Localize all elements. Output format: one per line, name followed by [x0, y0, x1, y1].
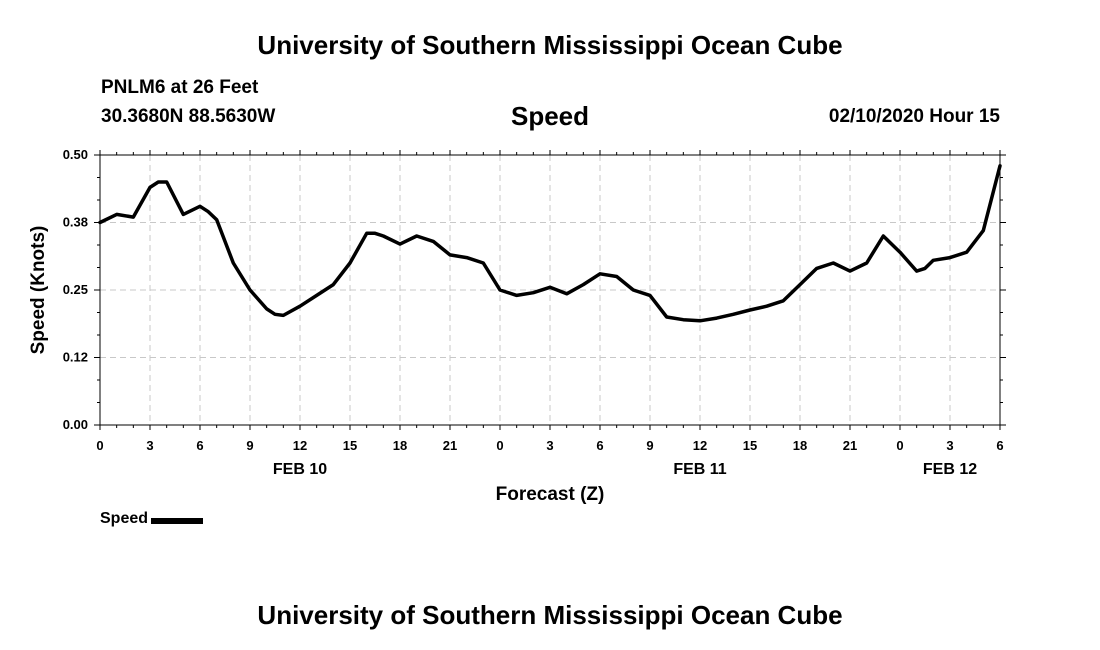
x-tick-label: 18: [393, 438, 407, 453]
x-tick-label: 15: [743, 438, 757, 453]
x-tick-label: 21: [443, 438, 457, 453]
x-tick-label: 6: [196, 438, 203, 453]
x-tick-label: 15: [343, 438, 357, 453]
x-tick-label: 3: [146, 438, 153, 453]
series-line-speed: [98, 164, 1002, 323]
footer-title: University of Southern Mississippi Ocean…: [257, 600, 843, 630]
page-title: University of Southern Mississippi Ocean…: [257, 30, 843, 60]
chart-title: Speed: [510, 101, 590, 131]
x-tick-label: 3: [546, 438, 553, 453]
x-axis-label: Forecast (Z): [496, 484, 605, 505]
x-tick-label: 9: [246, 438, 253, 453]
x-tick-label: 21: [843, 438, 857, 453]
coordinates-label: 30.3680N 88.5630W: [101, 106, 276, 127]
legend-label: Speed: [100, 510, 149, 527]
x-tick-label: 9: [646, 438, 653, 453]
date-label: FEB 12: [923, 461, 977, 478]
y-axis-label: Speed (Knots): [28, 226, 49, 355]
forecast-datetime: 02/10/2020 Hour 15: [828, 106, 1000, 127]
legend: Speed: [100, 510, 204, 528]
y-tick-label: 0.00: [63, 417, 88, 432]
x-tick-label: 0: [896, 438, 903, 453]
x-tick-label: 12: [693, 438, 707, 453]
x-tick-label: 18: [793, 438, 807, 453]
date-label: FEB 11: [673, 461, 726, 478]
x-tick-label: 0: [96, 438, 103, 453]
x-tick-label: 0: [496, 438, 503, 453]
x-tick-label: 6: [596, 438, 603, 453]
station-label: PNLM6 at 26 Feet: [101, 77, 259, 98]
y-tick-label: 0.12: [63, 350, 88, 365]
legend-swatch: [151, 517, 204, 524]
y-tick-label: 0.50: [63, 147, 88, 162]
x-tick-label: 12: [293, 438, 307, 453]
date-label: FEB 10: [273, 461, 327, 478]
y-tick-label: 0.25: [63, 282, 88, 297]
x-tick-label: 6: [996, 438, 1003, 453]
x-tick-label: 3: [946, 438, 953, 453]
y-tick-label: 0.38: [63, 215, 88, 230]
